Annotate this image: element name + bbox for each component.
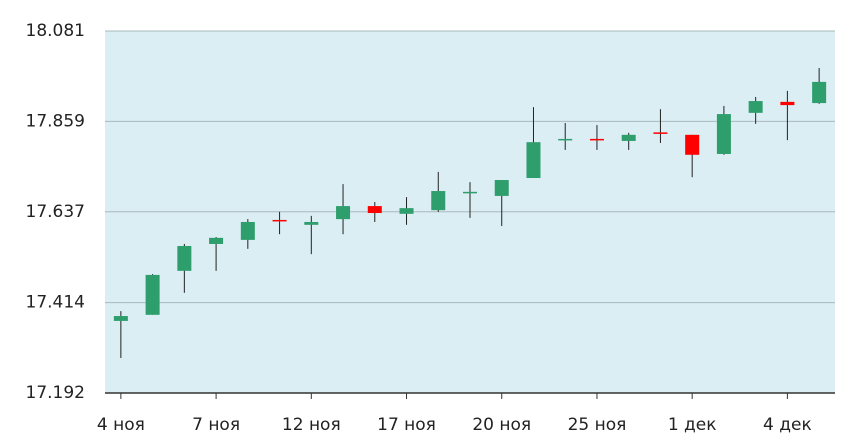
- y-tick-label: 17.192: [26, 383, 85, 403]
- candle-body: [494, 180, 509, 196]
- x-tick-label: 17 ноя: [377, 415, 436, 435]
- x-tick-label: 1 дек: [668, 415, 717, 435]
- candle-body: [685, 134, 700, 155]
- candle-body: [463, 191, 477, 194]
- x-tick-label: 4 ноя: [97, 415, 145, 435]
- candle-body: [240, 221, 255, 240]
- candle-body: [177, 246, 192, 271]
- x-tick-label: 7 ноя: [192, 415, 240, 435]
- candle-body: [336, 206, 351, 220]
- candle-body: [621, 134, 636, 141]
- candle-body: [272, 219, 287, 222]
- candle-body: [399, 208, 414, 214]
- candle-body: [558, 138, 573, 141]
- candle-body: [653, 132, 668, 134]
- y-tick-label: 17.637: [26, 202, 85, 222]
- y-tick-label: 17.859: [26, 111, 85, 131]
- y-tick-label: 17.414: [26, 293, 85, 313]
- candle-body: [431, 191, 446, 211]
- candle-body: [209, 237, 224, 244]
- candle-body: [304, 221, 319, 225]
- candle-body: [748, 101, 763, 113]
- candle-body: [812, 81, 827, 104]
- x-tick-label: 20 ноя: [472, 415, 531, 435]
- y-tick-label: 18.081: [26, 21, 85, 41]
- x-tick-label: 25 ноя: [568, 415, 627, 435]
- candle-body: [113, 316, 128, 321]
- candle-body: [716, 114, 731, 154]
- x-tick-label: 12 ноя: [282, 415, 341, 435]
- candle-body: [145, 274, 160, 315]
- candle-body: [526, 142, 541, 178]
- candle-body: [780, 101, 795, 106]
- candle-body: [589, 138, 604, 141]
- x-tick-label: 4 дек: [763, 415, 812, 435]
- candle-body: [367, 206, 382, 214]
